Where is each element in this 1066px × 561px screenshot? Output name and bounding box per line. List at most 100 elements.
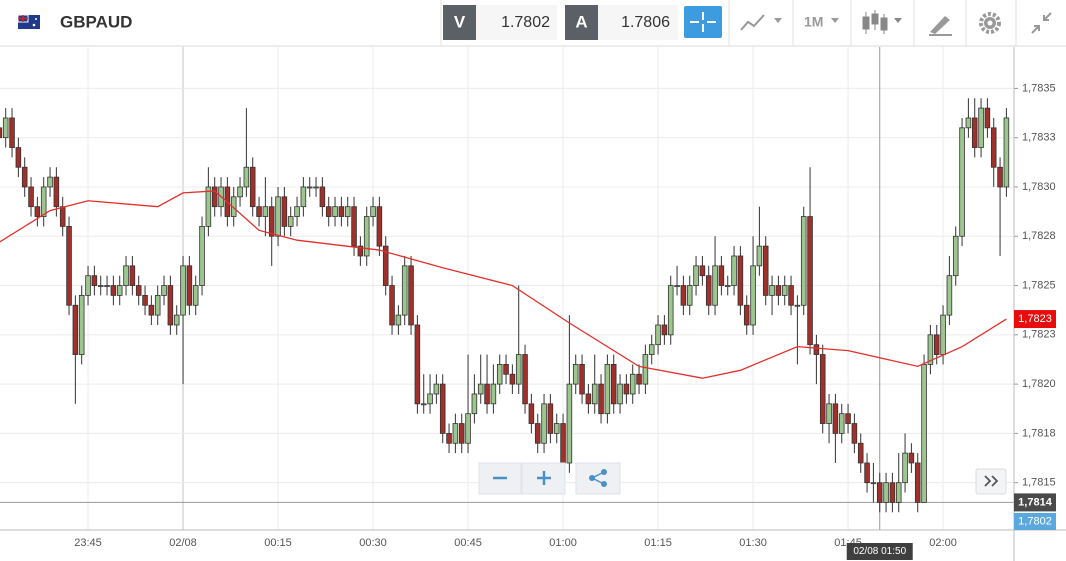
candle [927,324,934,375]
candle [0,127,3,139]
candle-body [395,314,402,326]
candle [598,374,604,424]
y-tick-label: 1,7835 [1022,82,1056,94]
candle-body [541,403,547,444]
candle [249,157,256,217]
candle-body [186,265,193,306]
candle-body [85,275,91,296]
candle-body [294,206,300,217]
candle-body [572,363,579,385]
candle-body [78,294,85,355]
candle [376,196,383,256]
candle [262,177,269,237]
candle [256,196,262,227]
candle-body [313,186,319,189]
candle [585,384,592,414]
candle-body [908,452,915,464]
candle [503,354,509,385]
candle [161,275,167,306]
candle-body [154,294,161,316]
draw-button[interactable] [929,16,952,36]
y-tick-label: 1,7818 [1022,427,1056,439]
candle-body [262,206,269,217]
candle-body [997,166,1003,188]
candle-body [161,285,167,296]
bid-tag [1014,513,1056,530]
crosshair-button[interactable] [684,6,722,38]
candle-body [610,363,617,405]
bid-button[interactable] [443,5,476,40]
indicators-button[interactable] [740,14,782,31]
candle [667,275,674,345]
candle-body [598,383,604,415]
candle-body [370,206,376,217]
candle-body [496,363,503,385]
candle-body [268,206,275,237]
candle-body [902,452,908,484]
timeframe[interactable]: 1M [804,14,823,30]
candle-body [648,344,655,355]
candle-body [895,482,902,503]
candle [579,354,585,404]
candle [515,285,522,394]
candle [997,157,1003,256]
candle-body [97,285,104,287]
candle [959,117,965,247]
candle-body [129,265,136,286]
x-tick-label: 00:30 [359,537,387,549]
candle [338,196,345,227]
candle-body [857,442,864,464]
candle [78,285,85,365]
candle [268,196,275,266]
candle [66,216,72,316]
candle-body [376,206,383,247]
candle [123,255,129,296]
x-tick-label: 01:00 [549,537,577,549]
candle-body [192,285,199,306]
candle [2,108,9,148]
candle [458,413,465,454]
candle [610,354,617,414]
candle [864,453,870,493]
candle-body [940,314,946,355]
candle [845,403,851,434]
candle [623,374,630,404]
candle-body [667,285,674,336]
candle-body [135,285,142,296]
candle [547,393,554,444]
candle-body [832,403,839,434]
moving-average-line [0,190,1007,379]
collapse-button[interactable] [1031,12,1052,34]
candle [294,196,300,227]
candle-body [173,314,180,326]
candle-body [826,403,832,424]
candle-body [674,285,680,287]
chart-type-button[interactable] [862,10,902,34]
candle-body [959,127,965,237]
candle-body [705,275,712,306]
candle [984,98,991,138]
candle [40,177,47,227]
scroll-right-button[interactable] [975,468,1007,495]
candle [813,334,820,385]
ask-box [598,5,678,40]
candle-body [952,235,959,277]
ask-button[interactable] [565,5,598,40]
candle [186,255,193,316]
candle-body [813,344,820,355]
candle [382,236,389,296]
candle-body [889,482,896,503]
candle-body [414,324,421,405]
candle-body [585,393,592,405]
candle [617,374,623,414]
candle [452,413,459,454]
candle-body [382,245,389,286]
candle [85,265,91,306]
candle [237,177,243,207]
candle [21,157,28,197]
share-button[interactable] [575,462,621,495]
settings-button[interactable] [979,12,1001,34]
candle-body [522,354,528,405]
candle-body [9,117,15,148]
candle [693,255,699,296]
